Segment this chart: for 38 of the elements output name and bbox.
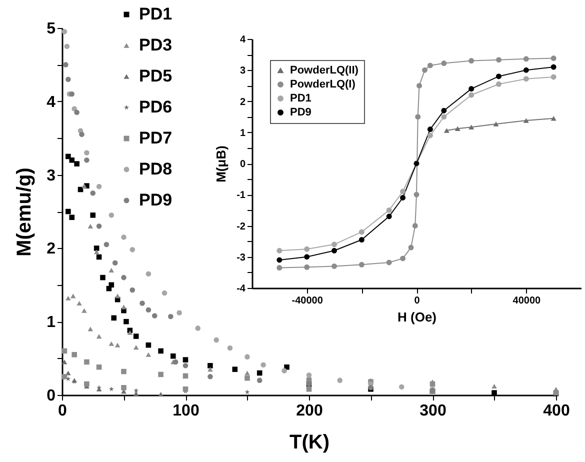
y-tick-label: 4 (240, 34, 246, 46)
legend-label: PD1 (290, 92, 312, 104)
x-tick-label: 0 (414, 296, 420, 306)
x-tick-label: 300 (420, 402, 446, 420)
y-tick-label: 1 (46, 314, 56, 332)
y-tick-label: 4 (46, 94, 56, 111)
x-tick-label: 40000 (512, 296, 542, 306)
y-tick-label: 1 (240, 128, 246, 139)
y-tick-label: 5 (46, 20, 56, 38)
legend-label: PD3 (139, 36, 172, 54)
y-tick-label: 0 (240, 159, 246, 170)
x-tick-label: 200 (296, 402, 323, 420)
y-tick-label: -3 (236, 252, 246, 264)
x-tick-label: 100 (172, 402, 200, 420)
y-tick-label: 3 (240, 66, 246, 77)
y-tick-label: 2 (46, 240, 56, 258)
legend-label: PD5 (139, 66, 172, 86)
x-axis-title: H (Oe) (398, 310, 436, 324)
x-axis-title: T(K) (290, 432, 330, 454)
y-axis-title: M(emu/g) (14, 168, 36, 256)
x-tick-label: 400 (543, 402, 570, 420)
y-tick-label: -1 (236, 190, 246, 202)
x-tick-label: -40000 (292, 296, 324, 306)
y-tick-label: -4 (236, 284, 246, 294)
legend-label: PD9 (139, 190, 172, 210)
legend-label: PD7 (139, 128, 172, 148)
y-tick-label: 0 (46, 388, 56, 404)
legend-label: PowderLQ(I) (290, 78, 356, 90)
legend-label: PD6 (139, 98, 172, 116)
legend-label: PD1 (139, 4, 172, 24)
y-tick-label: 2 (240, 96, 246, 108)
x-tick-label: 0 (58, 402, 68, 420)
y-tick-label: 3 (46, 167, 56, 184)
y-axis-title: M(μB) (214, 146, 229, 182)
y-tick-label: -2 (236, 221, 246, 232)
legend-label: PD8 (139, 160, 172, 178)
legend-label: PD9 (290, 106, 312, 118)
legend-label: PowderLQ(II) (290, 64, 359, 76)
